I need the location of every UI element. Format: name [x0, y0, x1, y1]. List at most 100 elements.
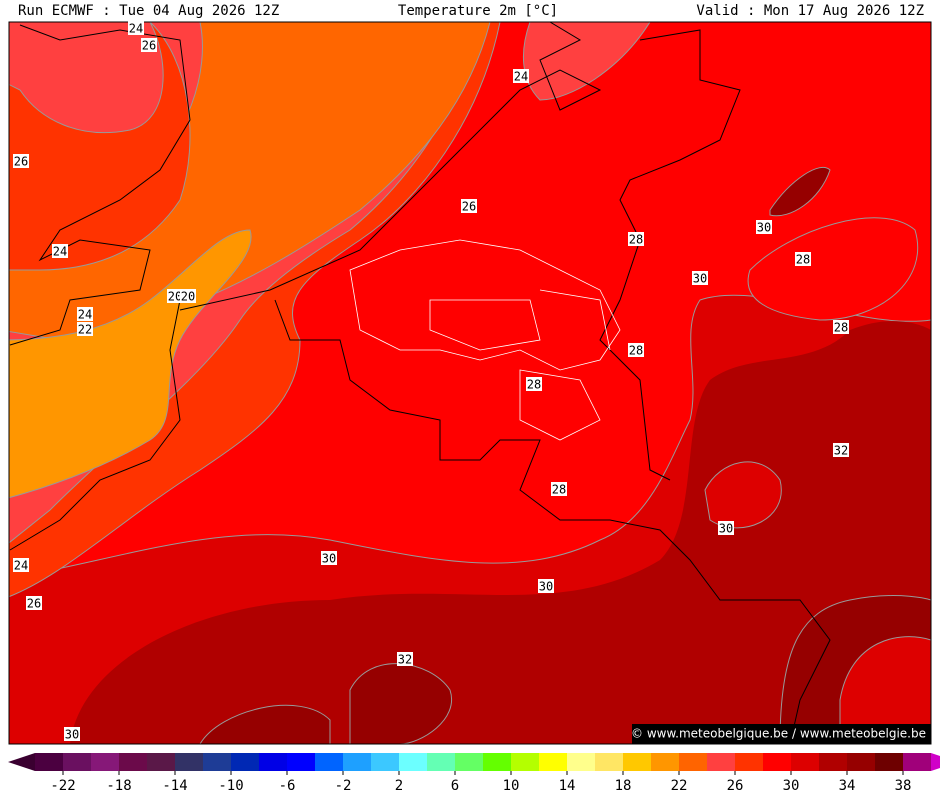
colorbar-tick-label: -2: [335, 778, 352, 794]
contour-label: 30: [757, 221, 771, 235]
contour-label-bg: [167, 289, 183, 303]
colorbar-segment: [679, 753, 707, 771]
contour-label-bg: [52, 244, 68, 258]
colorbar-segment: [259, 753, 287, 771]
colorbar-tick-label: 30: [783, 778, 800, 794]
colorbar-segment: [707, 753, 735, 771]
contour-label-bg: [77, 322, 93, 336]
zone-30b: [70, 321, 931, 744]
colorbar-tick-label: 26: [727, 778, 744, 794]
colorbar-segment: [203, 753, 231, 771]
contour-label-bg: [833, 320, 849, 334]
colorbar-segment: [399, 753, 427, 771]
colorbar-tick-label: 22: [671, 778, 688, 794]
colorbar-segment: [791, 753, 819, 771]
contour-label: 26: [14, 155, 28, 169]
contour-label-bg: [538, 579, 554, 593]
colorbar-tick-label: -22: [50, 778, 75, 794]
contour-label: 20: [181, 290, 195, 304]
contour-label: 22: [78, 323, 92, 337]
colorbar-segment: [35, 753, 63, 771]
contour-label: 30: [539, 580, 553, 594]
contour-label-bg: [141, 38, 157, 52]
contour-label: 24: [514, 70, 528, 84]
colorbar-segment: [875, 753, 903, 771]
contour-label: 28: [834, 321, 848, 335]
colorbar-segment: [567, 753, 595, 771]
colorbar-tick-label: 34: [839, 778, 856, 794]
contour-label-bg: [13, 154, 29, 168]
contour-label-bg: [513, 69, 529, 83]
watermark-bg: [632, 724, 931, 744]
colorbar-high: [931, 753, 940, 771]
header-left: Run ECMWF : Tue 04 Aug 2026 12Z: [18, 3, 279, 19]
contour-label: 30: [65, 728, 79, 742]
contour-label-bg: [718, 521, 734, 535]
colorbar-segment: [343, 753, 371, 771]
contour-label: 24: [78, 308, 92, 322]
contour-label: 26: [462, 200, 476, 214]
contour-label-bg: [692, 271, 708, 285]
colorbar-tick-label: -10: [218, 778, 243, 794]
colorbar-segment: [623, 753, 651, 771]
zone-24c: [9, 22, 164, 134]
contour-label: 24: [14, 559, 28, 573]
colorbar-segment: [63, 753, 91, 771]
contour-label-bg: [321, 551, 337, 565]
contour-label-bg: [128, 21, 144, 35]
colorbar-segment: [595, 753, 623, 771]
colorbar-segment: [427, 753, 455, 771]
contour-label-bg: [756, 220, 772, 234]
provinces: [349, 239, 621, 441]
contour-label: 32: [398, 653, 412, 667]
contour-label-bg: [461, 199, 477, 213]
contour-label: 28: [796, 253, 810, 267]
colorbar-segment: [315, 753, 343, 771]
contour-label: 26: [142, 39, 156, 53]
colorbar-tick-label: 38: [895, 778, 912, 794]
contour-label-bg: [180, 289, 196, 303]
contour-label-bg: [833, 443, 849, 457]
colorbar-segment: [763, 753, 791, 771]
contour-label: 28: [552, 483, 566, 497]
contour-label: 30: [719, 522, 733, 536]
contour-label: 26: [27, 597, 41, 611]
colorbar-tick-label: -14: [162, 778, 187, 794]
contour-label: 28: [629, 344, 643, 358]
colorbar-segment: [819, 753, 847, 771]
colorbar-segment: [147, 753, 175, 771]
contour-label: 20: [168, 290, 182, 304]
colorbar-low: [8, 753, 35, 771]
colorbar-segment: [287, 753, 315, 771]
contour-label: 24: [129, 22, 143, 36]
colorbar: -22 -18 -14 -10 -6 -2 2 6 10 14 18 22 26 30 34 38: [8, 753, 940, 794]
zone-24b: [522, 22, 651, 101]
colorbar-tick-label: 14: [559, 778, 576, 794]
contour-label-bg: [26, 596, 42, 610]
colorbar-segment: [651, 753, 679, 771]
colorbar-segment: [119, 753, 147, 771]
map-frame: [8, 21, 932, 745]
contour-label-bg: [628, 232, 644, 246]
colorbar-segment: [91, 753, 119, 771]
contour-label: 24: [53, 245, 67, 259]
contour-label-bg: [628, 343, 644, 357]
header-right: Valid : Mon 17 Aug 2026 12Z: [696, 3, 924, 19]
colorbar-tick-label: 10: [503, 778, 520, 794]
colorbar-segment: [231, 753, 259, 771]
colorbar-segment: [511, 753, 539, 771]
colorbar-segment: [483, 753, 511, 771]
watermark: © www.meteobelgique.be / www.meteobelgie…: [631, 727, 926, 741]
contour-label: 32: [834, 444, 848, 458]
zone-28b: [747, 217, 919, 321]
colorbar-segment: [455, 753, 483, 771]
colorbar-segment: [735, 753, 763, 771]
colorbar-tick-label: 18: [615, 778, 632, 794]
header-center: Temperature 2m [°C]: [398, 3, 558, 19]
contour-label-bg: [795, 252, 811, 266]
colorbar-segment: [903, 753, 931, 771]
contour-label-bg: [64, 727, 80, 741]
colorbar-segment: [847, 753, 875, 771]
